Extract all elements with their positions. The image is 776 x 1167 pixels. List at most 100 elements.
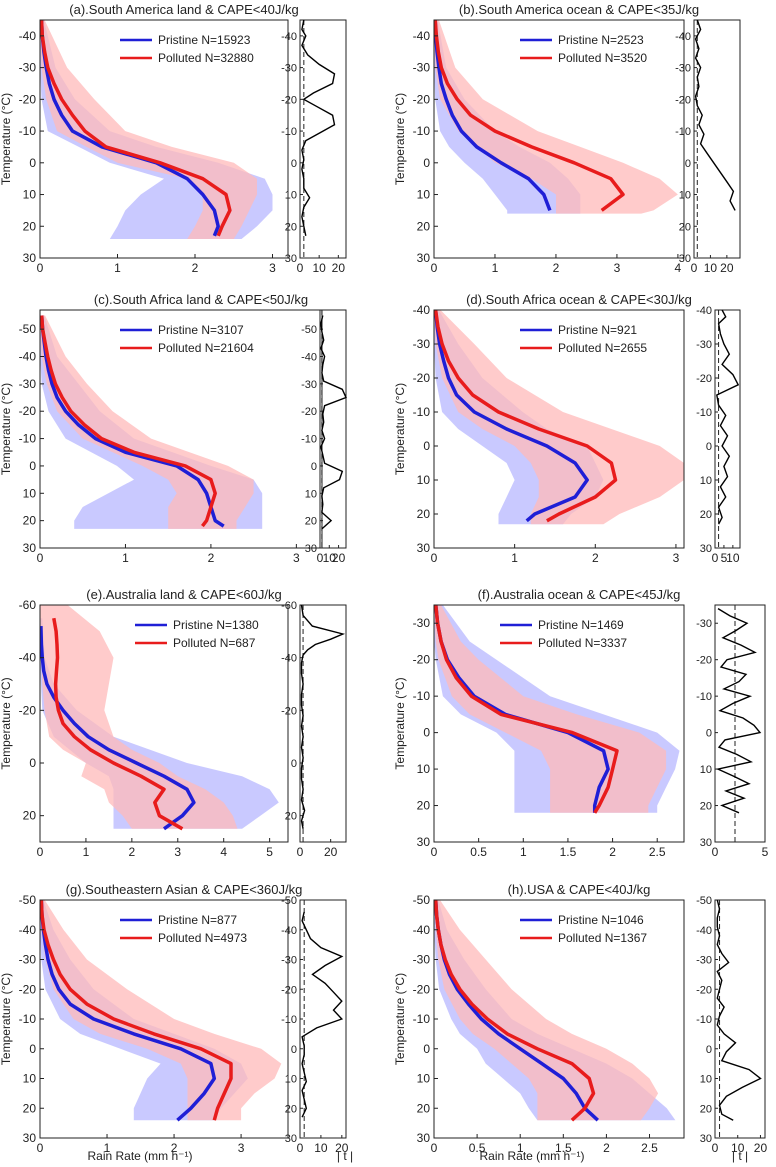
x-tick-label: 1: [492, 261, 499, 275]
t-y-tick-label: 20: [285, 811, 297, 823]
main-axes-frame: [433, 604, 685, 843]
t-x-tick-label: 5: [762, 845, 769, 859]
t-x-tick-label: 10: [314, 1141, 328, 1155]
x-tick-label: 1.5: [555, 1141, 572, 1155]
t-y-tick-label: 0: [706, 441, 712, 453]
t-y-tick-label: -50: [281, 895, 297, 907]
x-axis-label-left: Rain Rate (mm h⁻¹): [87, 1149, 192, 1163]
t-y-tick-label: -40: [675, 31, 691, 43]
t-y-tick-label: 10: [700, 764, 712, 776]
t-y-tick-label: -10: [696, 1014, 712, 1026]
y-tick-label: 10: [417, 1072, 431, 1086]
polluted-spread-band: [434, 605, 667, 813]
legend-entry: Polluted N=3337: [538, 636, 627, 650]
t-y-tick-label: -20: [696, 655, 712, 667]
polluted-mean-line: [40, 20, 232, 237]
t-x-tick-label: 20: [332, 261, 346, 275]
panel-title: (h).USA & CAPE<40J/kg: [508, 882, 651, 897]
y-tick-label: -40: [413, 923, 431, 937]
t-y-tick-label: -20: [696, 984, 712, 996]
y-tick-label: 20: [417, 507, 431, 521]
panel-b: (b).South America ocean & CAPE<35J/kg 0 1 2…: [393, 2, 741, 275]
y-tick-label: 30: [23, 251, 37, 265]
t-x-tick-label: 0: [691, 261, 698, 275]
pristine-mean-line: [40, 626, 196, 831]
t-axes-frame: [714, 604, 766, 843]
t-y-tick-label: 10: [285, 1074, 297, 1086]
t-x-tick-label: 20: [324, 845, 338, 859]
polluted-spread-band: [434, 20, 678, 214]
t-x-tick-label: 20: [335, 1141, 349, 1155]
t-y-tick-label: -20: [301, 406, 317, 418]
y-tick-label: 10: [23, 1072, 37, 1086]
polluted-mean-line: [40, 900, 233, 1121]
y-tick-label: -40: [19, 923, 37, 937]
x-tick-label: 0: [37, 1141, 44, 1155]
t-y-tick-label: 0: [291, 758, 297, 770]
t-y-tick-label: 0: [291, 1044, 297, 1056]
t-y-tick-label: -50: [696, 895, 712, 907]
t-y-tick-label: 30: [285, 1133, 297, 1145]
legend-entry: Pristine N=3107: [158, 323, 244, 337]
x-tick-label: 1: [517, 1141, 524, 1155]
t-y-tick-label: -40: [696, 925, 712, 937]
panel-h: (h).USA & CAPE<40J/kg 0 0.5 1 1.5 2 2.5 -50 -40 -…: [393, 882, 767, 1155]
legend-entry: Polluted N=21604: [158, 341, 254, 355]
t-y-tick-label: -30: [281, 955, 297, 967]
main-axes-frame: [39, 604, 289, 843]
t-axes-frame: [693, 19, 741, 259]
pristine-spread-band: [40, 618, 279, 829]
legend-entry: Polluted N=3520: [558, 51, 647, 65]
t-y-tick-label: -40: [301, 352, 317, 364]
t-statistic-line: [301, 911, 344, 1118]
legend-entry: Pristine N=921: [558, 323, 637, 337]
panel-title: (f).Australia ocean & CAPE<45J/kg: [478, 587, 681, 602]
t-x-tick-label: 10: [726, 551, 740, 565]
t-y-tick-label: 30: [700, 1133, 712, 1145]
t-y-tick-label: 10: [700, 1074, 712, 1086]
t-y-tick-label: -60: [281, 600, 297, 612]
panel-a: (a).South America land & CAPE<40J/kg 0 1 2 3…: [0, 2, 347, 275]
x-tick-label: 1: [511, 551, 518, 565]
t-y-tick-label: -40: [281, 925, 297, 937]
panel-title: (c).South Africa land & CAPE<50J/kg: [94, 292, 308, 307]
t-x-tick-label: 10: [323, 551, 337, 565]
t-y-tick-label: 30: [700, 543, 712, 555]
y-tick-label: 20: [417, 1101, 431, 1115]
t-y-tick-label: -30: [675, 63, 691, 75]
t-y-tick-label: 0: [706, 1044, 712, 1056]
t-statistic-line: [694, 19, 736, 211]
y-tick-label: -10: [413, 689, 431, 703]
t-axes-frame: [714, 309, 741, 549]
t-y-tick-label: -20: [281, 94, 297, 106]
t-x-tick-label: 0: [712, 551, 719, 565]
t-y-tick-label: -20: [675, 94, 691, 106]
t-y-tick-label: -30: [696, 339, 712, 351]
t-y-tick-label: 20: [285, 221, 297, 233]
t-y-tick-label: 0: [311, 461, 317, 473]
panel-title: (d).South Africa ocean & CAPE<30J/kg: [466, 292, 692, 307]
y-tick-label: 0: [423, 726, 430, 740]
y-tick-label: -10: [413, 124, 431, 138]
t-y-tick-label: 0: [685, 158, 691, 170]
plot-area: [434, 605, 680, 814]
t-x-tick-label: 0: [297, 261, 304, 275]
t-y-tick-label: 30: [700, 837, 712, 849]
t-x-tick-label: 0: [712, 845, 719, 859]
y-tick-label: -50: [19, 322, 37, 336]
main-axes-frame: [39, 19, 289, 259]
y-tick-label: -10: [413, 405, 431, 419]
y-tick-label: 30: [23, 541, 37, 555]
y-tick-label: -30: [413, 337, 431, 351]
t-statistic-line: [716, 309, 740, 525]
t-x-tick-label: 10: [731, 1141, 745, 1155]
t-x-tick-label: 20: [332, 551, 346, 565]
t-statistic-line: [320, 315, 347, 530]
y-tick-label: -50: [413, 893, 431, 907]
polluted-spread-band: [40, 20, 257, 239]
y-tick-label: 20: [23, 514, 37, 528]
x-tick-label: 4: [675, 261, 682, 275]
t-y-tick-label: -30: [281, 63, 297, 75]
y-tick-label: -40: [413, 29, 431, 43]
y-tick-label: 20: [23, 1101, 37, 1115]
